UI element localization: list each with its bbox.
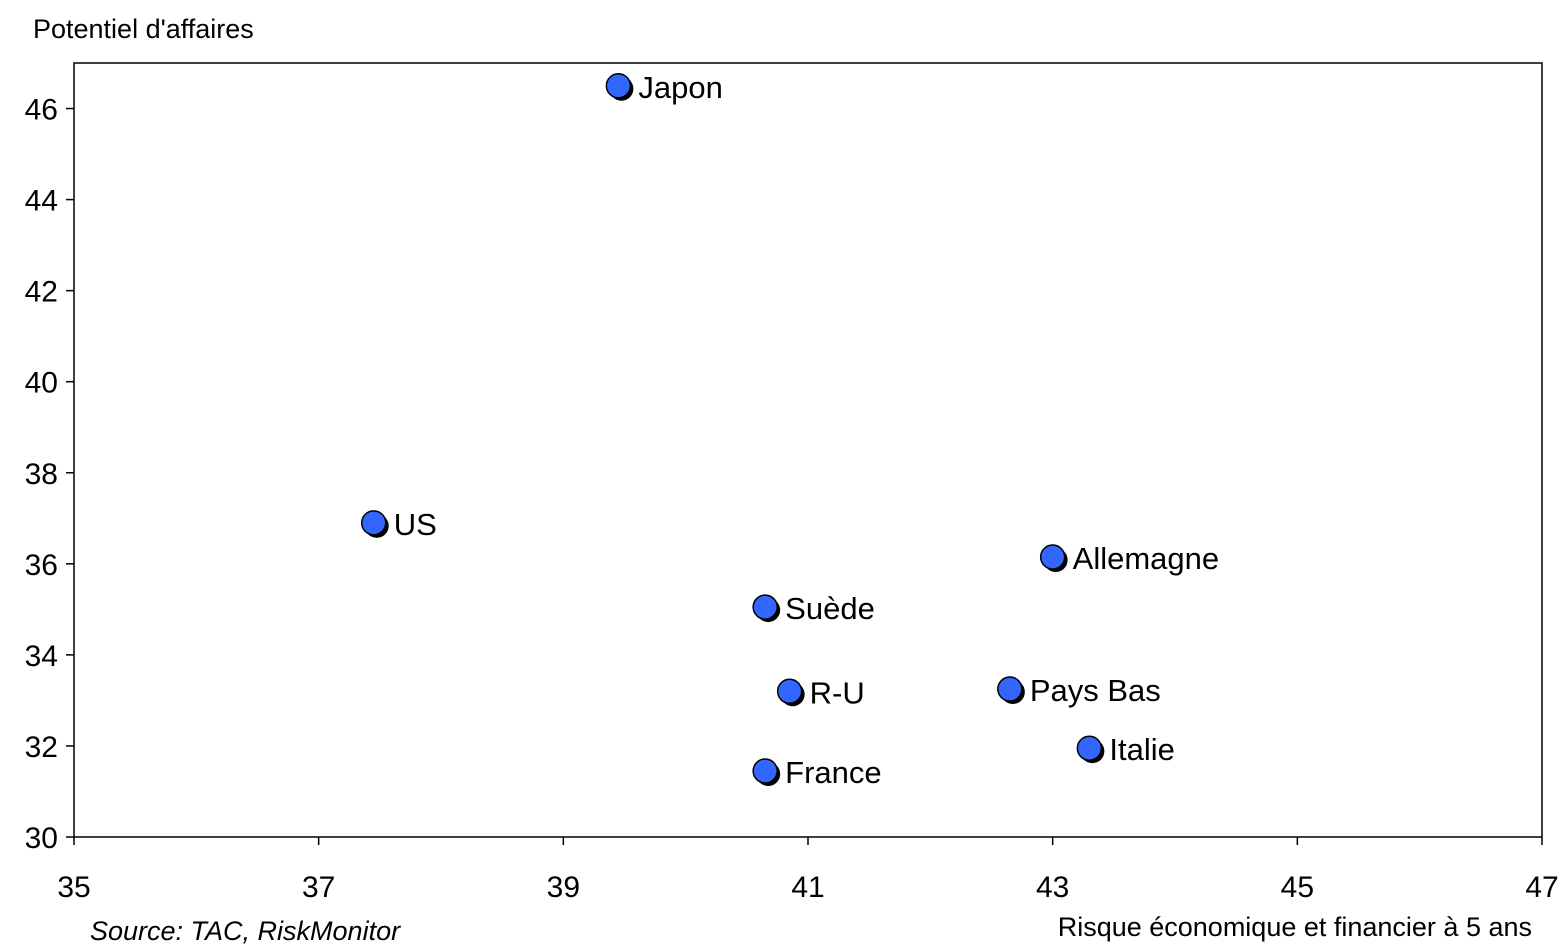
x-tick-label: 43 xyxy=(1036,871,1069,904)
data-point-label: France xyxy=(785,755,881,790)
x-tick-label: 39 xyxy=(547,871,580,904)
y-tick-label: 30 xyxy=(25,822,58,855)
data-point xyxy=(1039,544,1066,570)
data-point-label: R-U xyxy=(810,675,865,710)
y-axis: 30 32 34 36 38 40 42 44 46 xyxy=(25,94,74,855)
data-point-label: Allemagne xyxy=(1073,541,1219,576)
y-tick-label: 34 xyxy=(25,640,58,673)
y-tick-label: 46 xyxy=(25,94,58,127)
data-point-label: US xyxy=(394,507,437,542)
x-tick-label: 47 xyxy=(1525,871,1558,904)
x-tick-label: 41 xyxy=(791,871,824,904)
data-point xyxy=(360,510,387,536)
y-tick-label: 38 xyxy=(25,458,58,491)
y-tick-label: 44 xyxy=(25,185,58,218)
data-point xyxy=(776,678,803,705)
data-point xyxy=(752,594,778,620)
data-point-label: Japon xyxy=(638,70,722,105)
y-tick-label: 42 xyxy=(25,276,58,309)
x-tick-label: 35 xyxy=(57,871,90,904)
data-point-label: Suède xyxy=(785,591,875,626)
y-tick-label: 36 xyxy=(25,549,58,582)
x-tick-label: 45 xyxy=(1281,871,1314,904)
source-note: Source: TAC, RiskMonitor xyxy=(90,916,401,944)
data-point-label: Italie xyxy=(1109,732,1174,767)
y-tick-label: 40 xyxy=(25,367,58,400)
data-point xyxy=(605,73,632,99)
data-point-label: Pays Bas xyxy=(1030,673,1161,708)
x-axis-title: Risque économique et financier à 5 ans xyxy=(1058,912,1532,942)
data-point xyxy=(997,676,1023,702)
x-tick-label: 37 xyxy=(302,871,335,904)
x-axis: 35 37 39 41 43 45 47 xyxy=(57,837,1559,904)
data-point xyxy=(1076,735,1103,761)
data-points: Japon US Allemagne Suède R-U Pays Bas Italie Fr… xyxy=(360,70,1219,790)
data-point xyxy=(752,758,778,784)
plot-area xyxy=(73,62,1543,838)
y-axis-title: Potentiel d'affaires xyxy=(33,14,254,44)
y-tick-label: 32 xyxy=(25,731,58,764)
